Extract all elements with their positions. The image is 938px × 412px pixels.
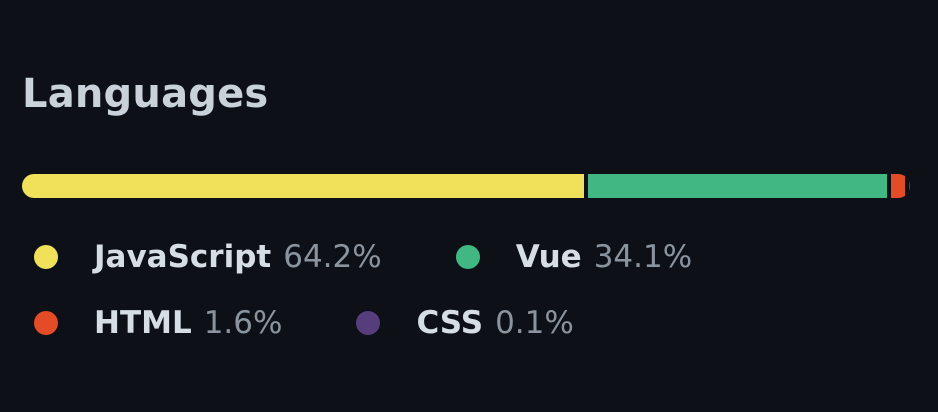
language-color-dot-icon xyxy=(34,245,58,269)
language-percent: 34.1% xyxy=(593,239,693,275)
language-bar-segment-vue[interactable] xyxy=(584,174,888,198)
legend-item-html[interactable]: HTML 1.6% xyxy=(22,305,282,341)
legend-item-vue[interactable]: Vue 34.1% xyxy=(444,239,692,275)
language-legend: JavaScript 64.2% Vue 34.1% HTML 1.6% CSS… xyxy=(22,224,910,356)
language-name: JavaScript xyxy=(94,239,272,275)
legend-item-css[interactable]: CSS 0.1% xyxy=(344,305,574,341)
language-bar-segment-javascript[interactable] xyxy=(22,174,585,198)
language-bar-segment-css[interactable] xyxy=(905,174,910,198)
language-bar xyxy=(22,174,910,198)
language-percent: 64.2% xyxy=(283,239,382,275)
legend-row: HTML 1.6% CSS 0.1% xyxy=(22,290,910,356)
legend-row: JavaScript 64.2% Vue 34.1% xyxy=(22,224,910,290)
language-name: Vue xyxy=(515,239,582,275)
language-name: HTML xyxy=(94,305,192,341)
languages-heading: Languages xyxy=(22,71,269,117)
language-percent: 1.6% xyxy=(203,305,283,341)
language-bar-segment-html[interactable] xyxy=(887,174,906,198)
language-percent: 0.1% xyxy=(495,305,574,341)
legend-item-javascript[interactable]: JavaScript 64.2% xyxy=(22,239,382,275)
language-color-dot-icon xyxy=(356,311,381,335)
languages-panel: Languages JavaScript 64.2% Vue 34.1% HTM… xyxy=(22,68,910,341)
language-name: CSS xyxy=(416,305,484,341)
language-color-dot-icon xyxy=(34,311,58,335)
language-color-dot-icon xyxy=(455,245,480,269)
